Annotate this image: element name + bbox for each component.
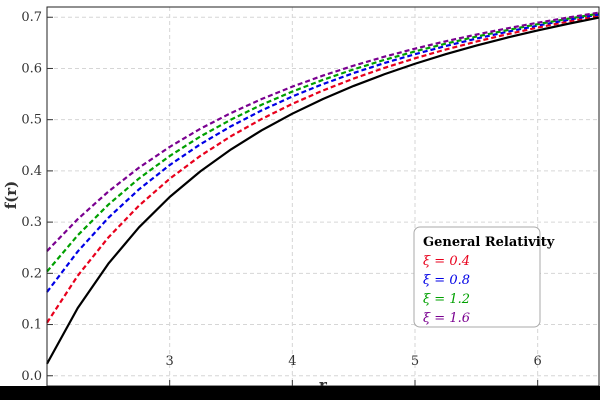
y-tick-label: 0.6 xyxy=(21,61,42,76)
y-tick-label: 0.0 xyxy=(21,369,42,384)
series-curves xyxy=(46,11,600,365)
legend-box xyxy=(413,226,541,328)
legend-entry-xi: ξ = 0.8 xyxy=(423,273,470,288)
y-tick-label: 0.4 xyxy=(21,164,42,179)
legend-entry-xi: ξ = 1.2 xyxy=(423,292,470,307)
legend-entry-general-relativity: General Relativity xyxy=(423,235,555,250)
x-tick-label: 6 xyxy=(534,354,542,369)
x-axis-label: r xyxy=(319,376,328,394)
x-tick-label: 4 xyxy=(288,354,296,369)
series-line-xi-4 xyxy=(46,11,600,252)
y-axis-label: f(r) xyxy=(2,181,20,210)
y-tick-label: 0.7 xyxy=(21,10,42,25)
grid-lines xyxy=(47,7,599,386)
series-line-xi-3 xyxy=(46,12,600,273)
legend: General Relativity ξ = 0.4 ξ = 0.8 ξ = 1.2 ξ… xyxy=(413,226,555,328)
series-line-general-relativity xyxy=(46,16,600,365)
bottom-band xyxy=(0,386,600,400)
series-line-xi-1 xyxy=(46,14,600,324)
y-tick-label: 0.1 xyxy=(21,318,42,333)
y-tick-label: 0.2 xyxy=(21,266,42,281)
series-line-xi-2 xyxy=(46,13,600,293)
x-tick-label: 3 xyxy=(166,354,174,369)
legend-entry-xi: ξ = 1.6 xyxy=(423,311,470,326)
x-tick-label: 5 xyxy=(411,354,419,369)
axis-ticks: 3 4 5 6 0.0 0.1 0.2 0.3 0.4 0.5 0.6 0.7 xyxy=(21,10,542,386)
y-tick-label: 0.5 xyxy=(21,113,42,128)
y-tick-label: 0.3 xyxy=(21,215,42,230)
legend-entry-xi: ξ = 0.4 xyxy=(423,254,470,269)
chart-background xyxy=(0,0,600,386)
